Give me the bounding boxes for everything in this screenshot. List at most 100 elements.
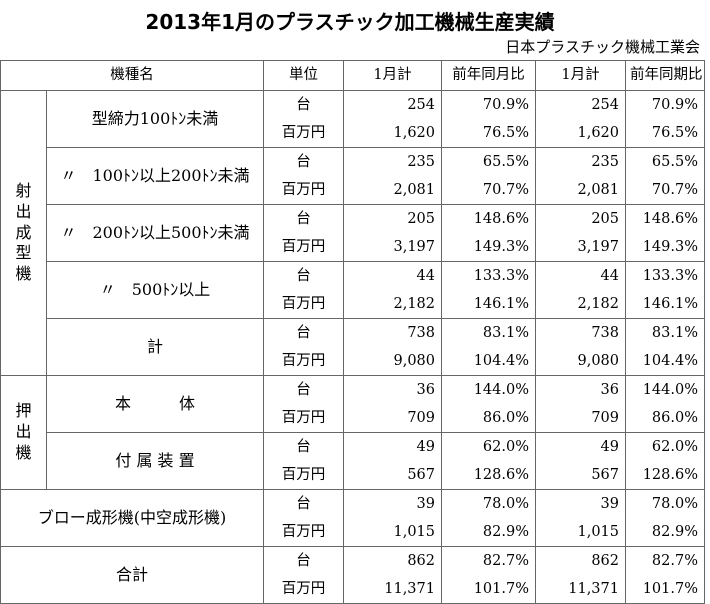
cell-yoy-month: 83.1% — [441, 318, 536, 347]
model-label: 〃 200ﾄﾝ以上500ﾄﾝ未満 — [46, 204, 264, 262]
cell-period-total: 709 — [535, 404, 626, 433]
cell-yoy-period: 82.9% — [625, 518, 705, 547]
cell-month-total: 205 — [343, 204, 442, 233]
cell-yoy-month: 82.7% — [441, 546, 536, 575]
cell-month-total: 254 — [343, 90, 442, 119]
cell-month-total: 709 — [343, 404, 442, 433]
cell-month-total: 11,371 — [343, 575, 442, 604]
unit-count: 台 — [263, 318, 344, 347]
table-row: 〃 100ﾄﾝ以上200ﾄﾝ未満台 235 65.5% 235 65.5% — [1, 147, 705, 205]
cell-period-total: 11,371 — [535, 575, 626, 604]
unit-value: 百万円 — [263, 518, 344, 547]
cell-yoy-period: 70.7% — [625, 176, 705, 205]
cell-period-total: 205 — [535, 204, 626, 233]
cell-period-total: 862 — [535, 546, 626, 575]
cell-yoy-period: 65.5% — [625, 147, 705, 176]
unit-value: 百万円 — [263, 404, 344, 433]
unit-value: 百万円 — [263, 233, 344, 262]
cell-period-total: 36 — [535, 375, 626, 404]
cell-yoy-month: 70.9% — [441, 90, 536, 119]
cell-month-total: 235 — [343, 147, 442, 176]
cell-month-total: 2,182 — [343, 290, 442, 319]
cell-month-total: 1,620 — [343, 119, 442, 148]
cell-yoy-month: 128.6% — [441, 461, 536, 490]
unit-value: 百万円 — [263, 347, 344, 376]
cell-month-total: 9,080 — [343, 347, 442, 376]
unit-count: 台 — [263, 204, 344, 233]
header-month-total: 1月計 — [343, 60, 442, 91]
cell-period-total: 1,015 — [535, 518, 626, 547]
table-row: 付 属 装 置台 49 62.0% 49 62.0% — [1, 432, 705, 490]
category-extrusion: 押出機 — [0, 375, 47, 490]
cell-month-total: 738 — [343, 318, 442, 347]
page-title: 2013年1月のプラスチック加工機械生産実績 — [145, 10, 555, 34]
cell-period-total: 44 — [535, 261, 626, 290]
cell-period-total: 39 — [535, 489, 626, 518]
cell-yoy-month: 144.0% — [441, 375, 536, 404]
unit-count: 台 — [263, 432, 344, 461]
cell-yoy-month: 146.1% — [441, 290, 536, 319]
source-organization: 日本プラスチック機械工業会 — [505, 38, 700, 56]
unit-value: 百万円 — [263, 176, 344, 205]
cell-month-total: 3,197 — [343, 233, 442, 262]
cell-yoy-period: 83.1% — [625, 318, 705, 347]
cell-yoy-month: 70.7% — [441, 176, 536, 205]
header-yoy-period: 前年同期比 — [625, 60, 705, 91]
header-model: 機種名 — [0, 60, 264, 91]
cell-period-total: 738 — [535, 318, 626, 347]
cell-yoy-month: 78.0% — [441, 489, 536, 518]
header-yoy-month: 前年同月比 — [441, 60, 536, 91]
cell-yoy-month: 148.6% — [441, 204, 536, 233]
table-row: 射出成型機 型締力100ﾄﾝ未満台 254 70.9% 254 70.9% — [0, 90, 705, 376]
model-label: 合計 — [0, 546, 264, 604]
cell-month-total: 2,081 — [343, 176, 442, 205]
cell-yoy-period: 128.6% — [625, 461, 705, 490]
cell-yoy-period: 146.1% — [625, 290, 705, 319]
cell-yoy-period: 86.0% — [625, 404, 705, 433]
cell-month-total: 567 — [343, 461, 442, 490]
cell-yoy-period: 70.9% — [625, 90, 705, 119]
header-period-total: 1月計 — [535, 60, 626, 91]
cell-yoy-period: 148.6% — [625, 204, 705, 233]
cell-yoy-month: 149.3% — [441, 233, 536, 262]
cell-yoy-month: 76.5% — [441, 119, 536, 148]
cell-yoy-period: 144.0% — [625, 375, 705, 404]
cell-yoy-period: 76.5% — [625, 119, 705, 148]
model-label: 本 体 — [46, 375, 264, 433]
table-row: 百万円 3,197 149.3% 3,197 149.3% — [1, 233, 705, 262]
cell-yoy-period: 104.4% — [625, 347, 705, 376]
cell-yoy-month: 82.9% — [441, 518, 536, 547]
header-row: 機種名 単位 1月計 前年同月比 1月計 前年同期比 — [0, 60, 705, 91]
cell-month-total: 39 — [343, 489, 442, 518]
cell-yoy-period: 101.7% — [625, 575, 705, 604]
cell-yoy-period: 149.3% — [625, 233, 705, 262]
cell-yoy-month: 104.4% — [441, 347, 536, 376]
cell-period-total: 567 — [535, 461, 626, 490]
unit-count: 台 — [263, 261, 344, 290]
model-label: 付 属 装 置 — [46, 432, 264, 490]
unit-count: 台 — [263, 147, 344, 176]
unit-value: 百万円 — [263, 575, 344, 604]
cell-period-total: 9,080 — [535, 347, 626, 376]
table-row: 百万円 1,015 82.9% 1,015 82.9% — [1, 518, 705, 547]
model-label: 〃 500ﾄﾝ以上 — [46, 261, 264, 319]
category-injection-label: 射出成型機 — [15, 181, 32, 284]
cell-yoy-period: 133.3% — [625, 261, 705, 290]
cell-period-total: 2,182 — [535, 290, 626, 319]
cell-month-total: 44 — [343, 261, 442, 290]
cell-yoy-period: 78.0% — [625, 489, 705, 518]
unit-count: 台 — [263, 375, 344, 404]
model-label: 型締力100ﾄﾝ未満 — [46, 90, 264, 148]
cell-period-total: 1,620 — [535, 119, 626, 148]
cell-period-total: 235 — [535, 147, 626, 176]
category-injection: 射出成型機 — [0, 90, 47, 376]
table-row: 計台 738 83.1% 738 83.1% — [1, 318, 705, 376]
unit-value: 百万円 — [263, 461, 344, 490]
cell-yoy-month: 62.0% — [441, 432, 536, 461]
unit-value: 百万円 — [263, 119, 344, 148]
unit-value: 百万円 — [263, 290, 344, 319]
table-row: 百万円 709 86.0% 709 86.0% — [1, 404, 705, 433]
cell-yoy-month: 65.5% — [441, 147, 536, 176]
table-row: 百万円 567 128.6% 567 128.6% — [1, 461, 705, 490]
header-unit: 単位 — [263, 60, 344, 91]
